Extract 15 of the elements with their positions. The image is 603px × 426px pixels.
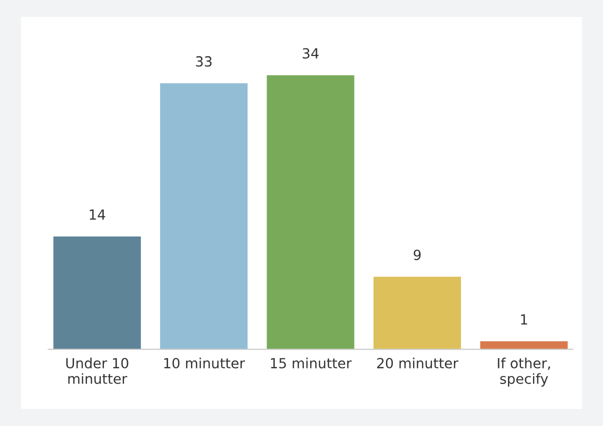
bar xyxy=(480,341,568,350)
data-label: 14 xyxy=(90,210,106,220)
x-tick-label: 10 minutter xyxy=(164,358,245,368)
data-label: 33 xyxy=(196,56,212,67)
data-label: 9 xyxy=(414,250,421,260)
x-tick-label: 15 minutter xyxy=(270,358,352,368)
data-label: 34 xyxy=(302,48,319,59)
bar xyxy=(374,276,461,350)
x-tick-label: Under 10 minutter xyxy=(66,358,128,384)
x-tick-label: 20 minutter xyxy=(377,358,458,368)
bar xyxy=(160,83,248,350)
bar xyxy=(53,236,141,350)
data-label: 1 xyxy=(521,314,528,324)
x-tick-label: If other, specify xyxy=(498,358,550,387)
bar xyxy=(266,75,354,350)
